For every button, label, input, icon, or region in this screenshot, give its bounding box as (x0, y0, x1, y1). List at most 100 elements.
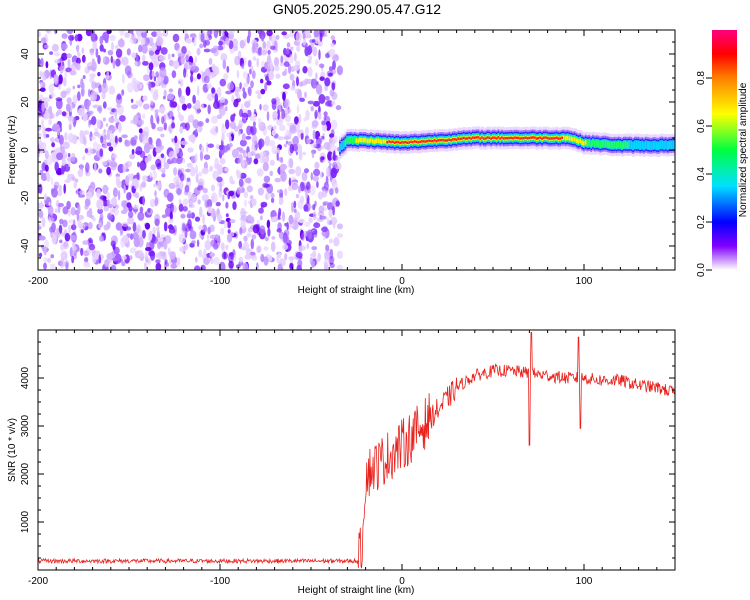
noise-speckle (329, 238, 333, 244)
noise-speckle (246, 35, 250, 44)
noise-speckle (50, 92, 56, 98)
noise-speckle (216, 114, 223, 120)
noise-speckle (266, 40, 271, 49)
noise-speckle (230, 232, 235, 237)
noise-speckle (62, 141, 70, 150)
noise-speckle (138, 228, 143, 239)
noise-speckle (72, 245, 77, 251)
noise-speckle (58, 84, 61, 90)
noise-speckle (322, 123, 328, 132)
noise-speckle (49, 51, 54, 55)
noise-speckle (131, 148, 135, 155)
noise-speckle (172, 33, 180, 43)
noise-speckle (180, 140, 188, 146)
noise-speckle (68, 209, 71, 217)
noise-speckle (247, 214, 252, 222)
track-cell (495, 137, 499, 140)
noise-speckle (216, 87, 222, 98)
noise-speckle (211, 115, 218, 124)
x-tick-label: -100 (210, 576, 230, 587)
noise-speckle (276, 152, 279, 161)
noise-speckle (264, 236, 269, 242)
noise-speckle (112, 243, 116, 251)
noise-speckle (115, 48, 123, 58)
noise-speckle (264, 61, 269, 70)
noise-speckle (249, 195, 254, 200)
noise-speckle (242, 91, 247, 99)
track-cell (646, 140, 650, 150)
noise-speckle (121, 222, 129, 228)
noise-speckle (286, 221, 289, 231)
noise-speckle (97, 104, 103, 114)
noise-speckle (59, 65, 66, 72)
noise-speckle (326, 217, 330, 226)
noise-speckle (53, 184, 58, 191)
noise-speckle (81, 54, 86, 63)
noise-speckle (127, 216, 134, 225)
noise-speckle (271, 236, 276, 240)
noise-speckle (169, 251, 176, 260)
noise-speckle (82, 112, 88, 122)
track-cell (595, 140, 599, 147)
noise-speckle (320, 156, 325, 161)
noise-speckle (121, 255, 127, 261)
noise-speckle (225, 106, 228, 112)
noise-speckle (77, 84, 81, 89)
noise-speckle (39, 87, 46, 92)
noise-speckle (161, 214, 168, 219)
track-cell (402, 141, 406, 144)
noise-speckle (38, 210, 44, 219)
noise-speckle (88, 110, 94, 116)
noise-speckle (194, 56, 198, 64)
noise-speckle (185, 61, 193, 70)
noise-speckle (243, 235, 248, 242)
noise-speckle (43, 97, 51, 103)
noise-speckle (270, 60, 273, 71)
track-cell (584, 140, 588, 145)
noise-speckle (109, 34, 116, 42)
noise-speckle (221, 132, 225, 142)
noise-speckle (73, 181, 77, 189)
track-cell (475, 136, 479, 139)
noise-speckle (270, 45, 276, 50)
noise-speckle (192, 38, 197, 47)
noise-speckle (113, 126, 118, 131)
noise-speckle (89, 49, 95, 56)
noise-speckle (241, 158, 245, 168)
noise-speckle (217, 213, 223, 222)
noise-speckle (163, 240, 168, 250)
noise-speckle (194, 99, 201, 109)
noise-speckle (141, 30, 147, 39)
track-cell (397, 140, 401, 144)
noise-speckle (110, 160, 117, 171)
noise-speckle (156, 126, 164, 132)
noise-speckle (313, 168, 321, 177)
noise-speckle (209, 165, 213, 172)
noise-speckle (244, 199, 248, 207)
noise-speckle (66, 53, 72, 59)
noise-speckle (125, 175, 130, 186)
noise-speckle (240, 214, 248, 222)
noise-speckle (331, 178, 336, 186)
noise-speckle (328, 162, 332, 167)
noise-speckle (68, 115, 75, 125)
noise-speckle (106, 253, 113, 260)
noise-speckle (242, 87, 246, 93)
track-cell (664, 140, 668, 150)
noise-speckle (173, 176, 180, 185)
noise-speckle (201, 145, 204, 154)
noise-speckle (184, 122, 190, 131)
track-cell (624, 141, 628, 148)
track-cell (391, 140, 395, 143)
noise-speckle (120, 228, 124, 235)
noise-speckle (43, 193, 47, 201)
noise-speckle (306, 137, 311, 145)
noise-speckle (258, 207, 264, 214)
track-cell (608, 141, 612, 148)
noise-speckle (155, 252, 162, 259)
noise-speckle (239, 227, 243, 236)
noise-speckle (168, 88, 174, 93)
noise-speckle (61, 33, 68, 39)
noise-speckle (270, 241, 276, 252)
noise-speckle (286, 122, 293, 127)
